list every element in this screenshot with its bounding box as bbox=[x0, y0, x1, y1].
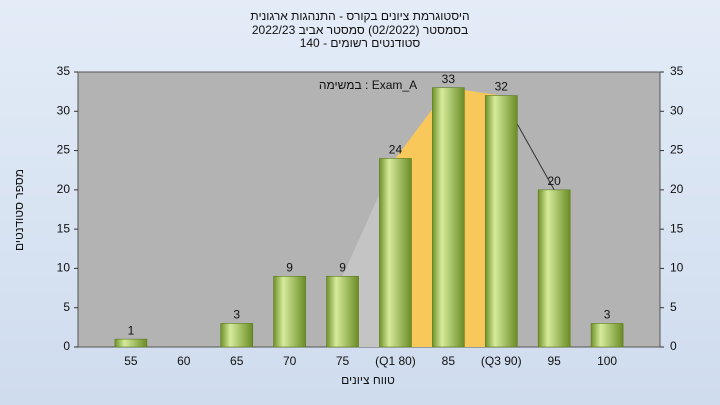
y-tick-label: 0 bbox=[63, 339, 70, 353]
x-tick-label: 95 bbox=[548, 354, 562, 368]
y-tick-label: 30 bbox=[57, 103, 71, 117]
y-axis-label: מספר סטודנטים bbox=[12, 169, 26, 251]
y2-tick-label: 0 bbox=[670, 339, 677, 353]
chart-title: היסטוגרמת ציונים בקורס - התנהגות ארגונית bbox=[250, 9, 469, 23]
bar bbox=[114, 338, 148, 348]
x-tick-label: (Q3 90) bbox=[481, 354, 522, 368]
bar bbox=[432, 87, 465, 348]
y-tick-label: 35 bbox=[57, 64, 71, 78]
y-tick-label: 15 bbox=[57, 221, 71, 235]
x-tick-label: 85 bbox=[442, 354, 456, 368]
x-tick-label: 65 bbox=[230, 354, 244, 368]
data-label: 33 bbox=[442, 72, 456, 86]
annotation: במשימה : Exam_A bbox=[319, 78, 417, 92]
x-tick-label: (Q1 80) bbox=[375, 354, 416, 368]
data-label: 9 bbox=[339, 260, 346, 274]
y2-tick-label: 5 bbox=[670, 300, 677, 314]
x-tick-label: 70 bbox=[283, 354, 297, 368]
x-tick-label: 100 bbox=[597, 354, 617, 368]
y2-tick-label: 25 bbox=[670, 143, 684, 157]
bar bbox=[220, 323, 254, 348]
bar bbox=[484, 95, 518, 348]
y-tick-label: 25 bbox=[57, 143, 71, 157]
x-tick-label: 60 bbox=[177, 354, 191, 368]
x-axis-label: טווח ציונים bbox=[341, 373, 395, 387]
data-label: 24 bbox=[389, 143, 403, 157]
y-tick-label: 10 bbox=[57, 261, 71, 275]
x-tick-label: 55 bbox=[124, 354, 138, 368]
data-label: 1 bbox=[128, 323, 135, 337]
y-tick-label: 5 bbox=[63, 300, 70, 314]
data-label: 3 bbox=[233, 308, 240, 322]
chart-subtitle: בסמסטר (02/2022) סמסטר אביב 2022/23 bbox=[252, 23, 468, 37]
bar bbox=[590, 323, 624, 348]
y2-tick-label: 10 bbox=[670, 261, 684, 275]
data-label: 32 bbox=[495, 80, 509, 94]
bar bbox=[379, 158, 412, 348]
y-tick-label: 20 bbox=[57, 182, 71, 196]
y2-tick-label: 35 bbox=[670, 64, 684, 78]
data-label: 20 bbox=[548, 174, 562, 188]
bar bbox=[273, 275, 306, 348]
data-label: 9 bbox=[286, 260, 293, 274]
data-label: 3 bbox=[604, 308, 611, 322]
x-tick-label: 75 bbox=[336, 354, 350, 368]
bar bbox=[537, 189, 571, 348]
y2-tick-label: 20 bbox=[670, 182, 684, 196]
y2-tick-label: 15 bbox=[670, 221, 684, 235]
chart-subtitle: סטודנטים רשומים - 140 bbox=[300, 36, 421, 50]
y2-tick-label: 30 bbox=[670, 103, 684, 117]
bar bbox=[326, 275, 359, 348]
